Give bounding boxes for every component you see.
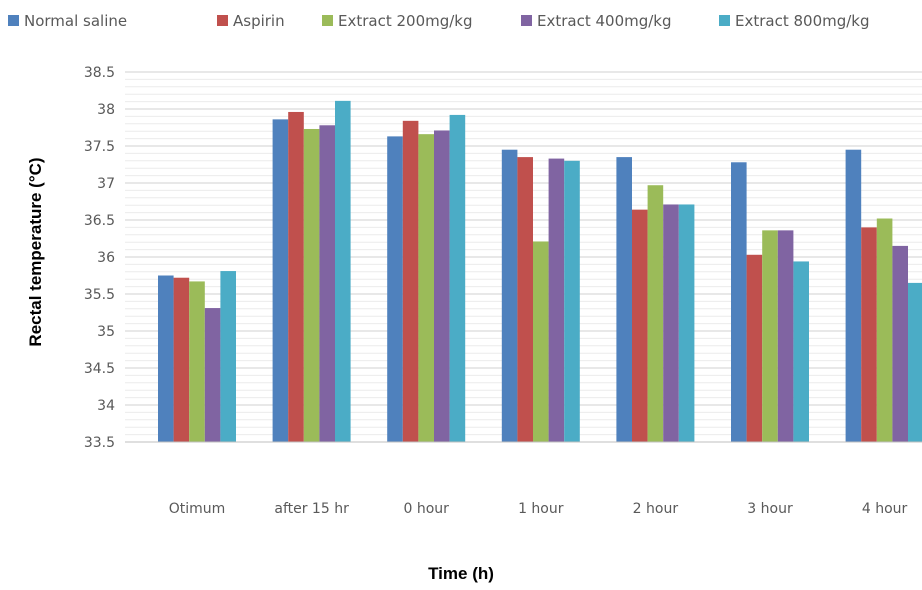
y-tick-label: 34.5 [84,361,115,377]
legend-label: Extract 200mg/kg [338,12,473,30]
y-tick-label: 35.5 [84,287,115,303]
bar-extract-200mg-kg-5 [762,230,778,442]
bar-aspirin-6 [861,227,877,442]
legend-swatch [322,15,333,26]
bar-normal-saline-3 [501,149,518,442]
bar-extract-400mg-kg-0 [204,308,221,442]
y-axis-ticks: 38.5 38 37.5 37 36.5 36 35.5 35 34.5 34 33.5 [84,65,115,451]
legend-swatch [8,15,19,26]
bar-extract-200mg-kg-0 [189,281,205,442]
bar-normal-saline-1 [272,119,289,443]
bar-extract-400mg-kg-5 [777,230,794,442]
y-tick-label: 36 [97,250,115,266]
legend: Normal saline Aspirin Extract 200mg/kg Extr… [8,12,870,30]
y-tick-label: 37 [97,176,115,192]
x-tick-label: 1 hour [518,501,564,517]
bar-normal-saline-4 [616,157,632,442]
bar-extract-400mg-kg-2 [434,130,450,442]
y-tick-label: 35 [97,324,115,340]
legend-label: Extract 400mg/kg [537,12,672,30]
bar-extract-200mg-kg-4 [647,185,664,442]
bar-extract-800mg-kg-4 [678,204,695,442]
bar-extract-400mg-kg-4 [663,204,679,442]
bar-extract-200mg-kg-6 [876,218,893,442]
legend-swatch [719,15,730,26]
bar-aspirin-0 [173,277,190,442]
bar-extract-800mg-kg-5 [793,261,809,442]
y-tick-label: 33.5 [84,435,115,451]
x-tick-label: 3 hour [747,501,793,517]
x-tick-label: after 15 hr [274,501,349,517]
bar-extract-800mg-kg-6 [908,282,922,442]
bar-normal-saline-2 [387,136,403,442]
y-tick-label: 34 [97,398,115,414]
bar-extract-800mg-kg-0 [220,271,236,442]
x-tick-label: 4 hour [862,501,908,517]
bar-aspirin-2 [402,120,419,442]
y-tick-label: 36.5 [84,213,115,229]
legend-label: Normal saline [24,12,127,30]
bar-extract-200mg-kg-2 [418,134,434,442]
y-tick-label: 38 [97,102,115,118]
y-axis-title: Rectal temperature (°C) [26,157,45,346]
bar-extract-800mg-kg-3 [564,160,580,443]
bar-aspirin-1 [288,111,304,443]
legend-label: Aspirin [233,12,285,30]
bar-extract-200mg-kg-1 [303,128,320,443]
bar-extract-800mg-kg-1 [335,100,351,443]
bar-aspirin-5 [746,254,763,442]
bar-aspirin-3 [517,157,533,442]
bar-normal-saline-6 [845,149,862,442]
x-tick-label: Otimum [169,501,226,517]
bar-normal-saline-5 [731,162,747,442]
bar-normal-saline-0 [158,275,174,442]
x-tick-label: 2 hour [633,501,679,517]
legend-swatch [217,15,228,26]
legend-swatch [521,15,532,26]
x-axis-title: Time (h) [428,564,494,583]
bar-extract-400mg-kg-6 [892,245,908,442]
bar-extract-400mg-kg-1 [319,125,335,442]
y-tick-label: 37.5 [84,139,115,155]
bars [158,100,922,443]
legend-label: Extract 800mg/kg [735,12,870,30]
bar-extract-800mg-kg-2 [449,114,466,443]
x-axis-ticks: Otimum after 15 hr 0 hour 1 hour 2 hour 3 hou… [169,501,908,517]
bar-aspirin-4 [632,209,648,442]
x-tick-label: 0 hour [403,501,449,517]
y-tick-label: 38.5 [84,65,115,81]
bar-extract-400mg-kg-3 [548,158,565,442]
bar-extract-200mg-kg-3 [533,241,549,442]
